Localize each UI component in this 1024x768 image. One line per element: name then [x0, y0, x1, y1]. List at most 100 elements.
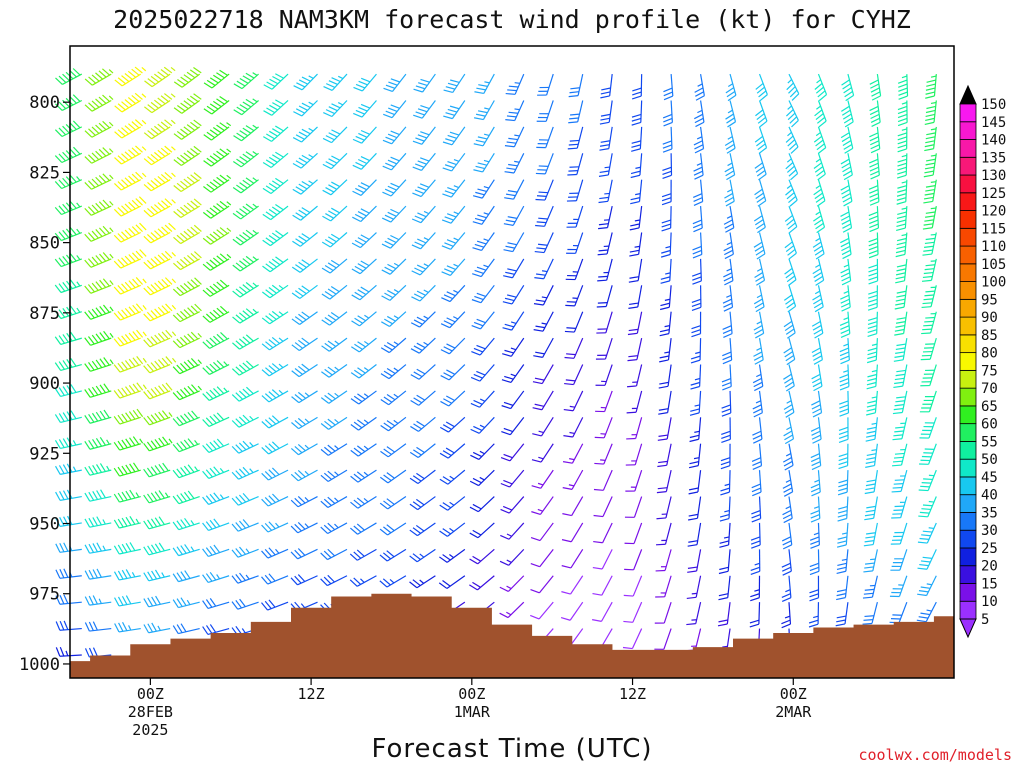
wind-barb: [262, 151, 289, 168]
wind-barb: [723, 258, 734, 286]
colorbar-swatch: [959, 547, 977, 567]
wind-barb: [500, 469, 525, 488]
wind-barb: [662, 100, 673, 127]
wind-barb: [293, 100, 318, 117]
wind-barb: [143, 250, 176, 270]
wind-barb: [442, 152, 466, 172]
wind-barb: [290, 469, 318, 482]
wind-barb: [690, 364, 702, 390]
wind-barb: [470, 364, 495, 382]
wind-barb: [231, 493, 259, 506]
wind-barb: [566, 179, 584, 202]
wind-barb: [263, 125, 289, 142]
wind-barb: [231, 598, 259, 610]
wind-barb: [291, 416, 318, 430]
wind-barb: [752, 417, 763, 444]
wind-barb: [501, 364, 525, 384]
wind-barb: [917, 575, 937, 597]
wind-barb: [143, 277, 177, 296]
wind-barb: [54, 200, 83, 216]
wind-barb: [811, 364, 823, 392]
wind-barb: [261, 310, 289, 325]
x-axis-label: Forecast Time (UTC): [371, 734, 652, 764]
wind-barb: [841, 100, 854, 128]
wind-barb: [783, 364, 795, 392]
wind-barb: [322, 126, 348, 144]
wind-barb: [839, 364, 850, 391]
wind-barb: [593, 522, 613, 544]
wind-barb: [750, 549, 761, 576]
wind-barb: [689, 390, 702, 416]
wind-barb: [113, 303, 147, 321]
wind-barb: [202, 466, 230, 479]
wind-barb: [917, 522, 937, 544]
wind-barb: [838, 443, 849, 470]
wind-barb: [750, 575, 761, 602]
wind-barb: [321, 258, 348, 274]
wind-barb: [839, 338, 850, 365]
wind-barb: [143, 622, 171, 634]
wind-barb: [292, 126, 318, 143]
wind-barb: [835, 602, 849, 627]
wind-barb: [114, 145, 147, 165]
y-tick-label: 975: [29, 585, 60, 605]
colorbar-swatch: [959, 352, 977, 371]
wind-barb: [438, 575, 466, 589]
wind-barb: [380, 443, 407, 458]
wind-barb: [263, 73, 289, 90]
wind-barb: [592, 575, 613, 596]
wind-barb: [809, 522, 820, 549]
wind-barb: [202, 200, 232, 219]
wind-barb: [84, 357, 114, 372]
wind-barb: [290, 522, 318, 534]
wind-barb: [292, 179, 318, 195]
colorbar-swatch: [959, 476, 977, 496]
wind-barb: [84, 516, 112, 528]
wind-barb: [261, 521, 289, 533]
wind-barb: [472, 232, 495, 252]
wind-barb: [924, 126, 937, 152]
wind-barb: [54, 331, 82, 346]
wind-barb: [469, 522, 495, 539]
wind-barb: [627, 311, 643, 336]
wind-barb: [785, 100, 799, 128]
wind-barb: [505, 100, 525, 122]
wind-barb: [658, 364, 672, 389]
colorbar-label: 60: [981, 417, 998, 433]
wind-barb: [890, 549, 908, 571]
wind-barb: [897, 100, 908, 127]
wind-barb: [866, 390, 878, 416]
wind-barb: [867, 285, 878, 311]
wind-barb: [351, 284, 377, 301]
wind-barb: [233, 98, 259, 116]
wind-barb: [382, 152, 407, 171]
colorbar-label: 150: [981, 97, 1006, 113]
wind-barb: [693, 126, 705, 154]
wind-barb: [810, 417, 822, 444]
wind-barb: [629, 206, 643, 231]
wind-barb: [564, 337, 584, 359]
wind-barb: [55, 68, 83, 85]
wind-barb: [592, 549, 613, 570]
wind-barb: [782, 470, 794, 497]
wind-barb: [440, 337, 466, 355]
wind-barb: [896, 206, 908, 232]
wind-barb: [504, 153, 525, 174]
wind-barb: [84, 542, 112, 554]
wind-barb: [922, 205, 937, 230]
wind-barb: [114, 119, 147, 139]
wind-barb: [723, 206, 735, 233]
wind-barb: [84, 463, 112, 476]
wind-barb: [470, 443, 495, 460]
wind-barb: [840, 232, 852, 260]
wind-barb: [291, 390, 318, 404]
wind-barb: [655, 549, 672, 572]
wind-barb: [500, 522, 525, 540]
wind-barb: [504, 126, 525, 148]
wind-barb: [623, 601, 643, 623]
wind-barb: [321, 232, 348, 248]
wind-barb: [413, 73, 436, 93]
wind-barb: [561, 575, 584, 595]
wind-barb: [866, 338, 878, 364]
wind-barb: [411, 205, 436, 224]
